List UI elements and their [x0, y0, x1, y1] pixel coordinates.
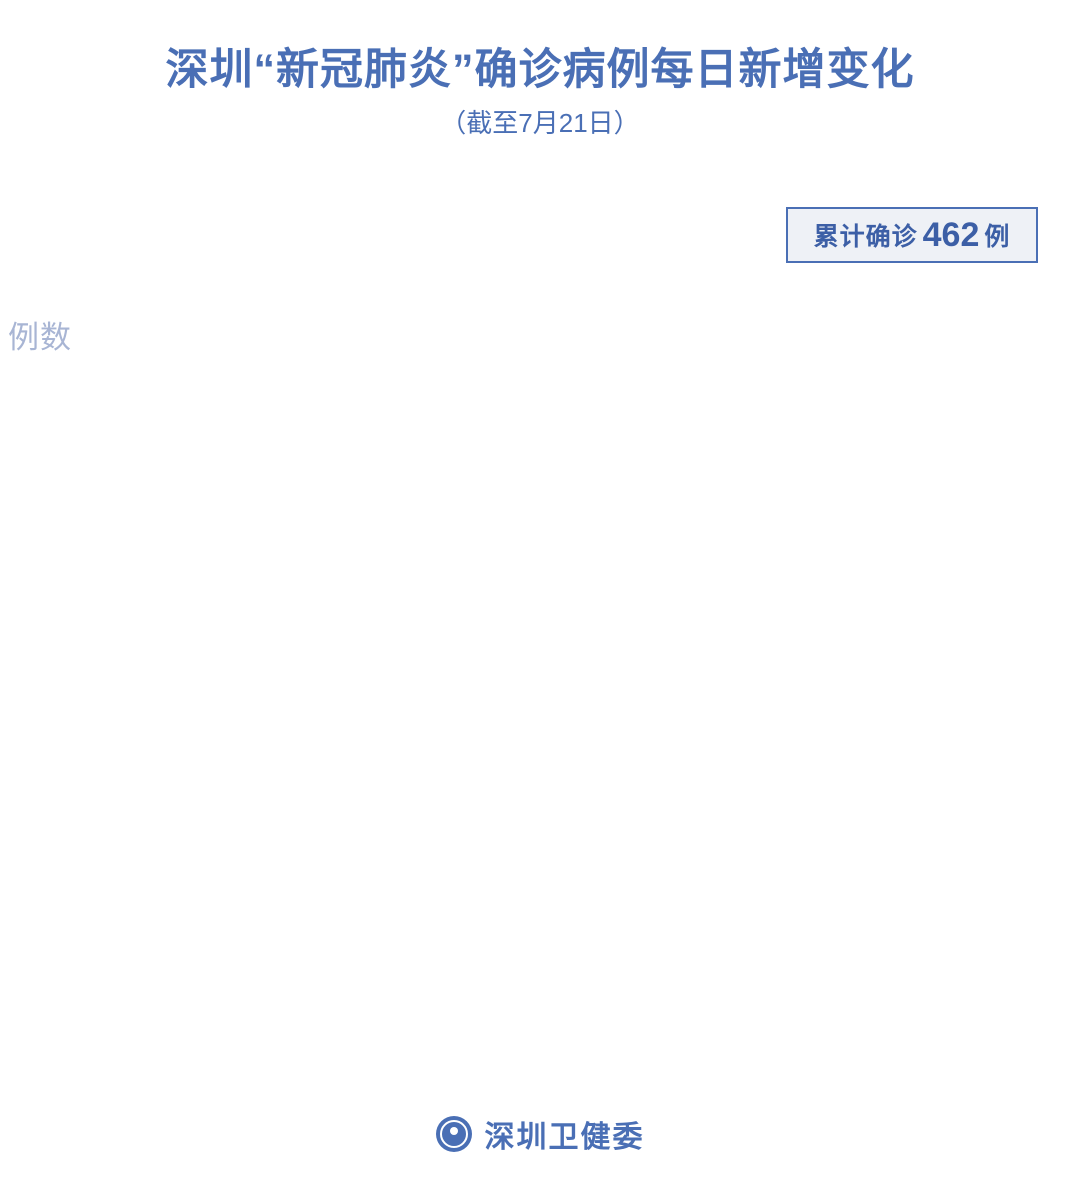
badge-total-number: 462 [922, 215, 980, 254]
chart-plot-area [0, 370, 1080, 1010]
badge-prefix-label: 累计确诊 [813, 223, 918, 251]
total-confirmed-badge: 累计确诊 462 例 [786, 207, 1038, 263]
badge-suffix-label: 例 [984, 223, 1011, 251]
page-subtitle: （截至7月21日） [440, 108, 640, 139]
page-title: 深圳“新冠肺炎”确诊病例每日新增变化 [165, 46, 915, 94]
footer: 深圳卫健委 [0, 1112, 1080, 1156]
footer-org-name: 深圳卫健委 [484, 1121, 645, 1154]
title-block: 深圳“新冠肺炎”确诊病例每日新增变化 （截至7月21日） [0, 0, 1080, 140]
health-commission-emblem-icon [435, 1116, 472, 1152]
y-axis-title: 例数 [8, 320, 72, 355]
daily-new-cases-chart [0, 370, 1080, 1010]
